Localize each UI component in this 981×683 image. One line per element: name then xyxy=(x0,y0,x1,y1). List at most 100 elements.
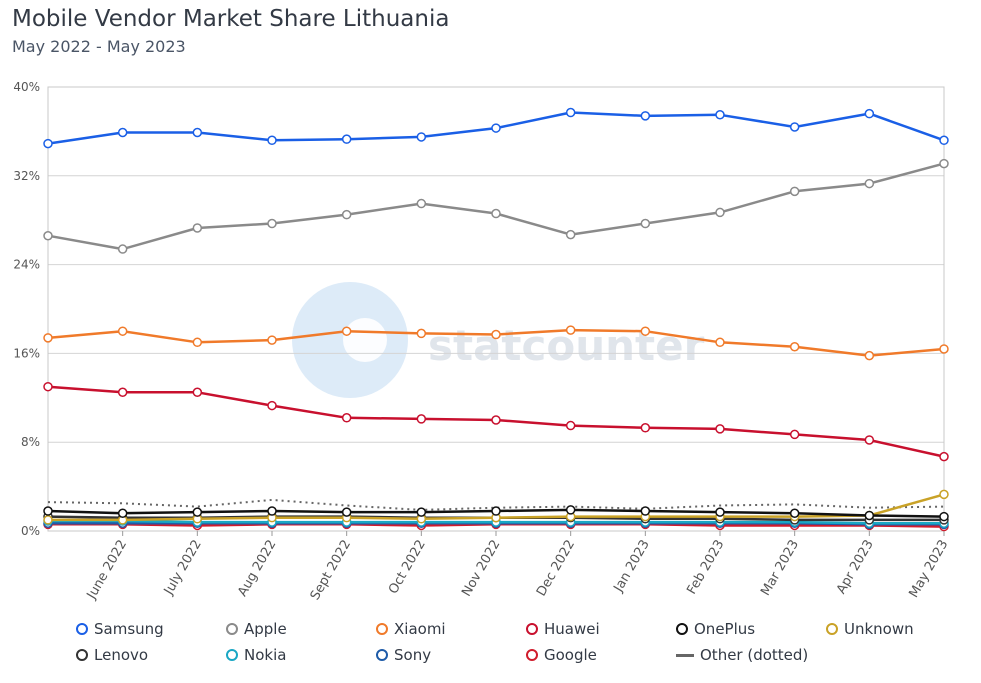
data-point-xiaomi xyxy=(341,326,352,336)
legend-circle-marker xyxy=(676,623,688,635)
legend-label: Google xyxy=(544,646,597,664)
data-point-samsung xyxy=(416,132,427,142)
data-point-oneplus xyxy=(192,507,203,517)
data-point-apple xyxy=(789,186,800,197)
data-point-oneplus xyxy=(715,507,725,517)
legend-circle-marker xyxy=(376,623,388,635)
data-point-samsung xyxy=(939,135,949,146)
data-point-xiaomi xyxy=(117,326,128,336)
series-line-apple xyxy=(47,162,945,251)
data-point-apple xyxy=(565,229,576,240)
legend-line-marker xyxy=(676,653,694,657)
data-point-apple xyxy=(416,198,427,209)
legend-item[interactable]: Samsung xyxy=(76,620,164,638)
data-point-oneplus xyxy=(43,506,53,516)
plot-area xyxy=(47,86,945,532)
legend-item[interactable]: Other (dotted) xyxy=(676,646,808,664)
data-point-apple xyxy=(117,244,128,254)
y-tick-label: 8% xyxy=(21,435,40,449)
data-point-xiaomi xyxy=(267,335,277,345)
y-tick-label: 40% xyxy=(13,80,40,94)
legend-circle-marker xyxy=(226,649,238,661)
data-point-xiaomi xyxy=(864,350,875,361)
data-point-samsung xyxy=(341,134,352,144)
x-tick-label: June 2022 xyxy=(84,538,130,603)
y-tick-label: 24% xyxy=(13,258,40,272)
data-point-samsung xyxy=(640,111,651,121)
legend-label: Samsung xyxy=(94,620,164,638)
legend-label: Unknown xyxy=(844,620,914,638)
data-point-huawei xyxy=(640,423,651,433)
data-point-xiaomi xyxy=(491,329,501,340)
data-point-oneplus xyxy=(267,506,277,516)
data-point-oneplus xyxy=(416,507,427,517)
legend-circle-marker xyxy=(376,649,388,661)
data-point-huawei xyxy=(939,451,949,462)
legend-item[interactable]: Huawei xyxy=(526,620,600,638)
chart-subtitle: May 2022 - May 2023 xyxy=(12,37,186,56)
data-point-huawei xyxy=(192,387,203,397)
legend-label: Sony xyxy=(394,646,432,664)
legend-item[interactable]: Unknown xyxy=(826,620,914,638)
data-point-oneplus xyxy=(939,511,949,522)
legend-circle-marker xyxy=(76,649,88,661)
data-point-unknown xyxy=(43,515,53,525)
data-point-huawei xyxy=(341,413,352,423)
data-point-samsung xyxy=(117,127,128,138)
data-point-huawei xyxy=(491,415,501,425)
legend-label: Xiaomi xyxy=(394,620,446,638)
legend-item[interactable]: Google xyxy=(526,646,597,664)
legend-label: Huawei xyxy=(544,620,600,638)
data-point-samsung xyxy=(192,127,203,138)
data-point-samsung xyxy=(789,122,800,132)
legend-label: Apple xyxy=(244,620,287,638)
data-point-samsung xyxy=(565,107,576,118)
legend-label: Lenovo xyxy=(94,646,149,664)
x-tick-label: July 2022 xyxy=(161,538,205,599)
data-point-oneplus xyxy=(491,506,501,516)
data-point-xiaomi xyxy=(565,325,576,335)
statcounter-watermark: statcounter xyxy=(292,282,705,398)
legend-item[interactable]: Nokia xyxy=(226,646,286,664)
legend-item[interactable]: Lenovo xyxy=(76,646,148,664)
data-point-huawei xyxy=(117,387,128,397)
data-point-samsung xyxy=(864,108,875,119)
data-point-samsung xyxy=(43,138,53,149)
data-point-samsung xyxy=(267,135,277,146)
legend-circle-marker xyxy=(526,649,538,661)
data-point-huawei xyxy=(715,424,725,434)
data-point-xiaomi xyxy=(640,326,651,336)
x-tick-label: Mar 2023 xyxy=(758,538,802,599)
x-tick-label: Nov 2022 xyxy=(459,538,503,600)
data-point-samsung xyxy=(715,110,725,120)
legend-circle-marker xyxy=(826,623,838,635)
data-point-oneplus xyxy=(640,506,651,516)
legend-label: Other (dotted) xyxy=(700,646,809,664)
data-point-xiaomi xyxy=(416,328,427,339)
x-tick-label: May 2023 xyxy=(906,538,951,601)
data-point-apple xyxy=(640,218,651,229)
data-point-xiaomi xyxy=(43,333,53,343)
y-tick-label: 32% xyxy=(13,169,40,183)
data-point-oneplus xyxy=(341,507,352,517)
legend-item[interactable]: Apple xyxy=(226,620,287,638)
data-point-oneplus xyxy=(864,510,875,521)
legend-item[interactable]: OnePlus xyxy=(676,620,755,638)
legend-label: Nokia xyxy=(244,646,287,664)
x-tick-label: Dec 2022 xyxy=(534,538,578,600)
legend-item[interactable]: Sony xyxy=(376,646,431,664)
data-point-xiaomi xyxy=(939,344,949,354)
data-point-apple xyxy=(491,208,501,219)
data-point-huawei xyxy=(43,381,53,392)
data-point-apple xyxy=(43,230,53,241)
data-point-huawei xyxy=(789,429,800,440)
x-tick-label: Feb 2023 xyxy=(684,538,727,598)
data-point-oneplus xyxy=(565,505,576,515)
watermark-hole xyxy=(343,318,387,362)
data-point-apple xyxy=(192,223,203,233)
legend-label: OnePlus xyxy=(694,620,756,638)
data-point-apple xyxy=(341,209,352,220)
data-point-oneplus xyxy=(789,508,800,518)
data-point-xiaomi xyxy=(789,341,800,352)
legend-item[interactable]: Xiaomi xyxy=(376,620,446,638)
